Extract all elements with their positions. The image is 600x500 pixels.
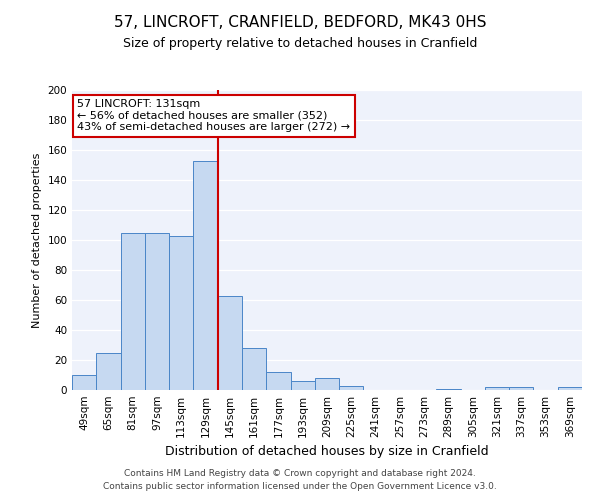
Bar [339, 386, 364, 390]
Text: Contains HM Land Registry data © Crown copyright and database right 2024.: Contains HM Land Registry data © Crown c… [124, 468, 476, 477]
Bar [436, 388, 461, 390]
Bar [485, 387, 509, 390]
Bar [558, 387, 582, 390]
Bar [193, 160, 218, 390]
Bar [509, 387, 533, 390]
Bar [290, 381, 315, 390]
Bar [72, 375, 96, 390]
Text: Contains public sector information licensed under the Open Government Licence v3: Contains public sector information licen… [103, 482, 497, 491]
Bar [169, 236, 193, 390]
Bar [242, 348, 266, 390]
Text: 57, LINCROFT, CRANFIELD, BEDFORD, MK43 0HS: 57, LINCROFT, CRANFIELD, BEDFORD, MK43 0… [114, 15, 486, 30]
X-axis label: Distribution of detached houses by size in Cranfield: Distribution of detached houses by size … [165, 446, 489, 458]
Bar [121, 232, 145, 390]
Text: 57 LINCROFT: 131sqm
← 56% of detached houses are smaller (352)
43% of semi-detac: 57 LINCROFT: 131sqm ← 56% of detached ho… [77, 99, 350, 132]
Text: Size of property relative to detached houses in Cranfield: Size of property relative to detached ho… [123, 38, 477, 51]
Bar [315, 378, 339, 390]
Bar [266, 372, 290, 390]
Bar [96, 352, 121, 390]
Bar [145, 232, 169, 390]
Bar [218, 296, 242, 390]
Y-axis label: Number of detached properties: Number of detached properties [32, 152, 42, 328]
